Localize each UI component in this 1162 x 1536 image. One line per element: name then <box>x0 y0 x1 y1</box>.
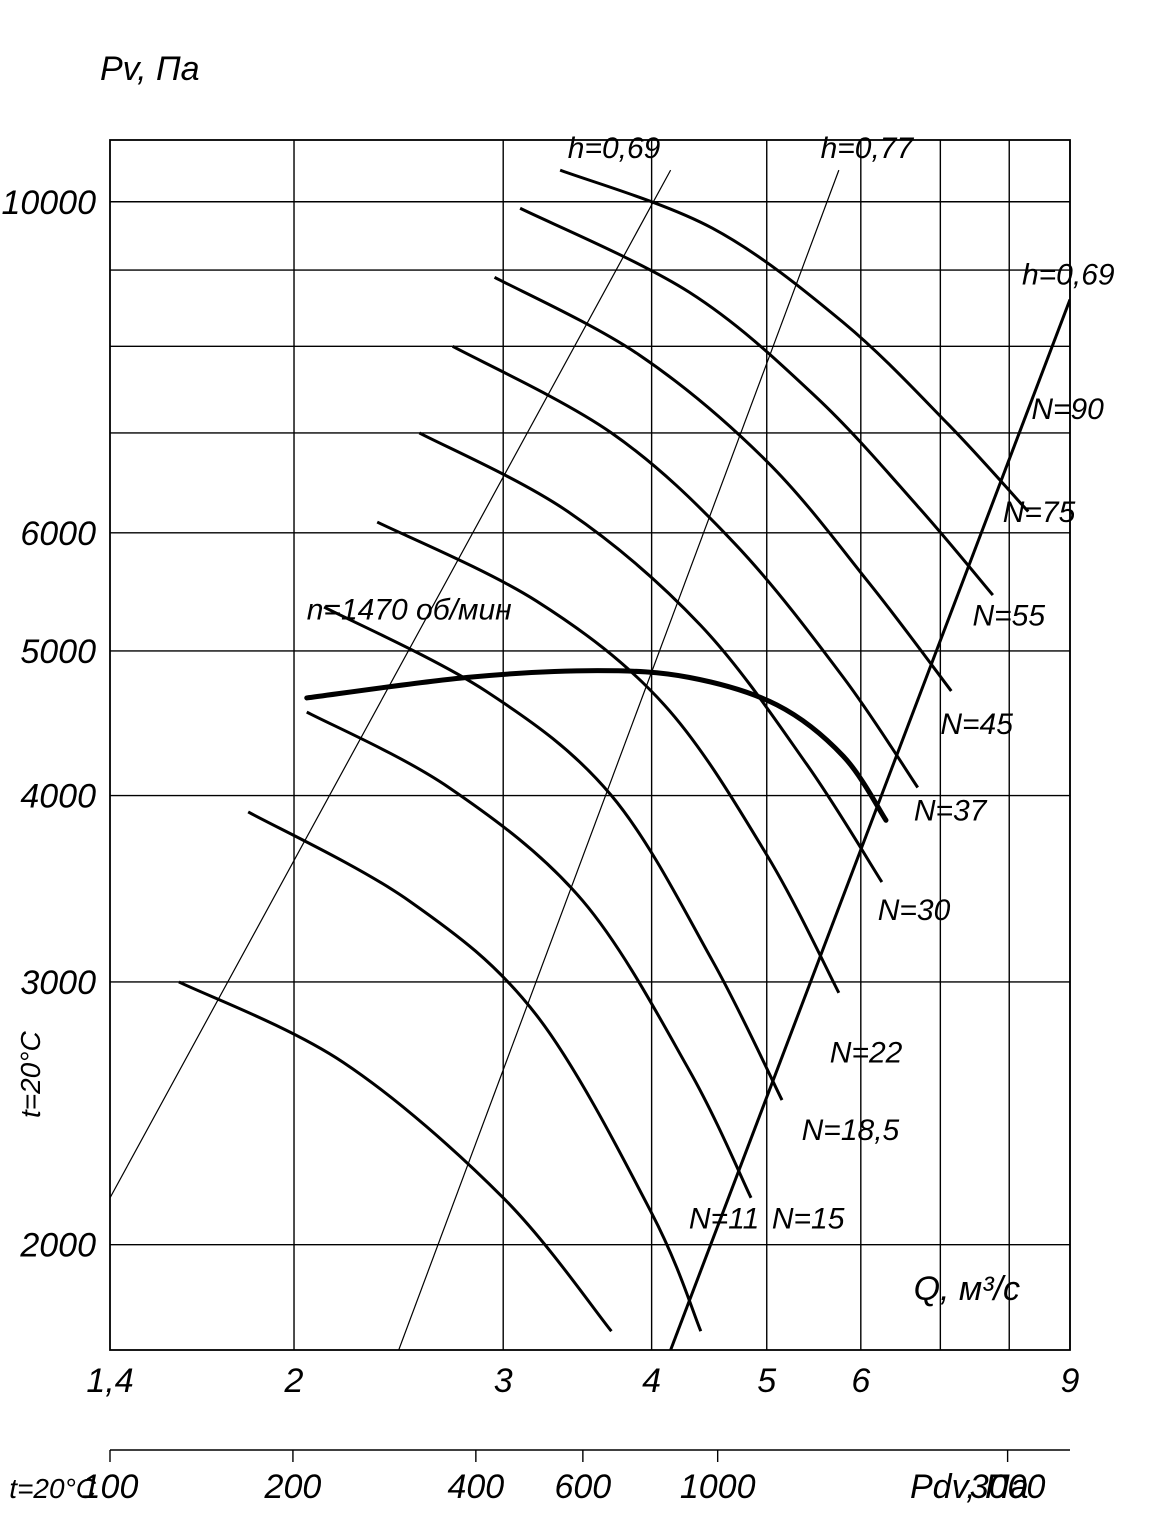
x2-tick-label: 600 <box>554 1468 611 1506</box>
power-label: N=22 <box>830 1036 903 1069</box>
y-tick-label: 3000 <box>20 964 96 1002</box>
power-label: N=37 <box>914 794 988 827</box>
power-label: N=75 <box>1003 496 1076 529</box>
x-tick-label: 3 <box>494 1362 513 1400</box>
y-tick-label: 2000 <box>19 1227 96 1265</box>
x-tick-label: 2 <box>284 1362 304 1400</box>
y-axis-title: Pv, Па <box>100 50 200 88</box>
rpm-label: n=1470 об/мин <box>307 593 512 626</box>
x-tick-label: 4 <box>642 1362 661 1400</box>
temp-label-bottom: t=20°C <box>9 1473 96 1504</box>
x2-tick-label: 400 <box>447 1468 504 1506</box>
temp-label-left: t=20°C <box>15 1031 46 1118</box>
x-tick-label: 9 <box>1061 1362 1080 1400</box>
x-tick-label: 1,4 <box>86 1362 133 1400</box>
y-tick-label: 4000 <box>20 778 96 816</box>
power-label: N=55 <box>972 600 1045 633</box>
power-label: N=18,5 <box>802 1114 900 1147</box>
x2-axis-title: Pdv, Па <box>910 1468 1029 1506</box>
efficiency-label: h=0,69 <box>1022 259 1115 292</box>
power-label: N=30 <box>878 894 951 927</box>
power-label: N=45 <box>940 708 1013 741</box>
x2-tick-label: 200 <box>264 1468 322 1506</box>
y-tick-label: 5000 <box>20 633 96 671</box>
y-tick-label: 6000 <box>20 515 96 553</box>
y-tick-label: 10000 <box>1 184 96 222</box>
x-tick-label: 5 <box>757 1362 776 1400</box>
power-label: N=90 <box>1031 393 1104 426</box>
efficiency-label: h=0,69 <box>568 132 661 165</box>
x2-tick-label: 1000 <box>680 1468 756 1506</box>
efficiency-label: h=0,77 <box>821 132 915 165</box>
x-axis-title: Q, м³/с <box>914 1270 1020 1308</box>
x-tick-label: 6 <box>851 1362 870 1400</box>
power-label: N=11 <box>689 1203 759 1236</box>
power-label: N=15 <box>772 1203 845 1236</box>
